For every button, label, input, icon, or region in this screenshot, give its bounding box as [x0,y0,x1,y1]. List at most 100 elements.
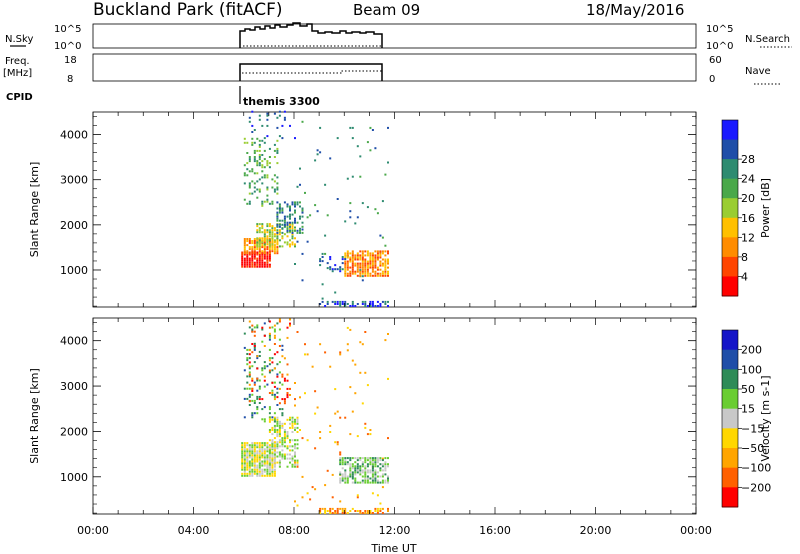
range-cell [268,235,271,238]
range-cell [251,261,254,264]
range-cell [294,245,296,248]
range-cell [246,375,249,378]
range-cell [286,225,289,228]
range-cell [271,441,274,444]
range-cell [329,507,332,510]
range-cell [258,458,261,461]
range-cell [271,389,274,392]
range-cell [266,265,269,268]
range-cell [281,245,284,248]
range-cell [251,263,254,266]
range-cell [369,262,372,265]
y-axis-label: Slant Range [km] [28,368,41,464]
range-cell [384,258,387,261]
range-cell [346,254,349,257]
range-cell [374,510,377,512]
range-cell [246,353,249,355]
range-cell [273,241,276,244]
range-cell [379,510,382,512]
colorbar-tick-label: 28 [741,153,755,166]
range-cell [261,176,264,179]
range-cell [324,351,327,354]
range-cell [246,152,249,154]
range-cell [253,190,256,193]
range-cell [319,431,322,433]
range-cell [339,300,342,303]
range-cell [364,479,367,482]
range-cell [364,457,367,460]
range-cell [283,437,286,440]
range-cell [256,243,259,246]
range-cell [273,474,276,477]
range-cell [251,414,254,417]
range-cell [263,464,266,467]
range-cell [268,431,271,433]
range-cell [296,459,299,462]
range-cell [387,272,389,275]
range-cell [294,420,296,423]
range-cell [278,431,281,433]
range-cell [379,252,382,255]
range-cell [381,507,384,510]
range-cell [246,397,249,400]
range-cell [261,241,264,244]
range-cell [256,470,259,473]
range-cell [341,477,344,480]
range-cell [276,404,279,406]
range-cell [294,445,296,448]
range-cell [319,260,322,263]
range-cell [289,418,291,421]
range-cell [248,357,251,360]
range-cell [273,452,276,455]
range-cell [296,461,299,464]
range-cell [256,149,259,152]
range-cell [341,300,344,303]
range-cell [283,118,286,121]
range-cell [253,361,256,364]
range-cell [364,469,367,472]
range-cell [344,510,347,512]
range-cell [344,459,347,462]
range-cell [359,467,362,470]
range-cell [258,263,261,266]
range-cell [346,266,349,269]
range-cell [276,235,279,238]
range-cell [268,156,271,158]
range-cell [289,209,291,212]
range-cell [248,450,251,453]
range-cell [278,345,281,347]
range-cell [258,164,261,167]
range-cell [376,256,379,259]
range-cell [256,456,259,459]
range-cell [381,264,384,267]
range-cell [263,261,266,264]
range-cell [387,126,389,129]
range-cell [266,454,269,457]
range-cell [271,443,274,446]
range-cell [286,394,289,396]
range-cell [361,275,364,278]
range-cell [371,459,374,462]
range-cell [243,397,246,400]
range-cell [361,512,364,514]
range-cell [271,326,274,329]
range-cell [299,205,301,208]
range-cell [258,466,261,469]
range-cell [258,231,261,234]
range-cell [256,196,259,199]
range-cell [341,461,344,464]
range-cell [361,402,364,405]
range-cell [263,444,266,447]
range-cell [369,512,372,514]
range-cell [336,441,339,444]
range-cell [273,143,276,146]
range-cell [366,264,369,267]
range-cell [286,457,289,460]
range-cell [296,504,299,507]
range-cell [381,481,384,484]
range-cell [248,446,251,449]
range-cell [263,250,266,253]
range-cell [376,252,379,255]
range-cell [294,465,296,468]
range-cell [314,204,317,207]
